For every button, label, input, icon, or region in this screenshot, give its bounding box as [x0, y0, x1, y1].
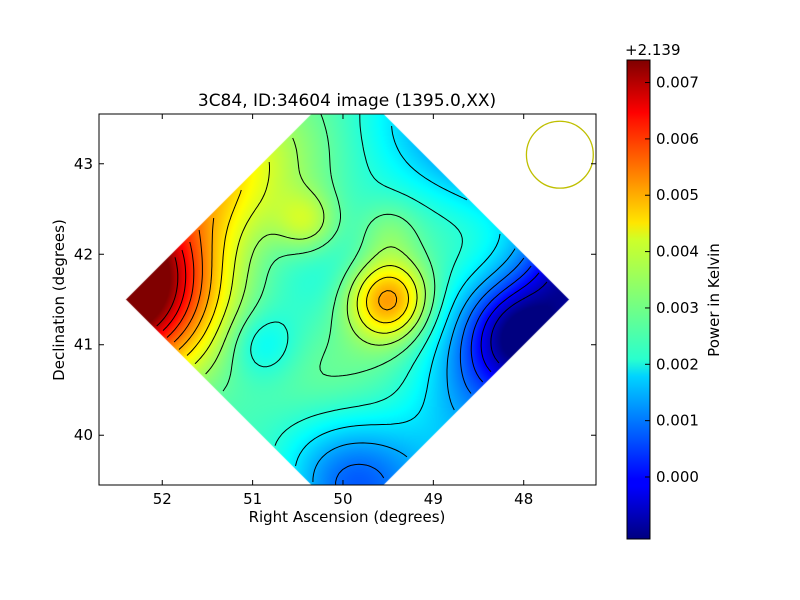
colorbar-tick-label: 0.000 [656, 468, 699, 486]
contour-level-6 [250, 114, 463, 446]
contour-level-14 [162, 249, 187, 331]
colorbar-tick-label: 0.004 [656, 243, 699, 261]
y-axis: 43 42 41 40 [74, 155, 596, 444]
contour-level-9 [194, 161, 418, 365]
contour-level-0 [490, 281, 548, 364]
y-tick-label: 42 [74, 245, 93, 263]
contour-level-15 [156, 257, 179, 327]
x-tick-label: 51 [243, 490, 262, 508]
x-axis: 52 51 50 49 48 [153, 114, 533, 508]
contour-level-12 [173, 229, 203, 343]
contour-level-8 [205, 137, 426, 375]
x-tick-label: 49 [424, 490, 443, 508]
colorbar-gradient [626, 59, 651, 540]
y-tick-label: 40 [74, 426, 93, 444]
colorbar-tick-label: 0.001 [656, 412, 699, 430]
y-axis-label: Declination (degrees) [50, 219, 68, 381]
contour-level-5 [295, 125, 501, 467]
contour-level-11 [178, 217, 398, 350]
chart-title: 3C84, ID:34604 image (1395.0,XX) [198, 91, 496, 111]
contour-lines [156, 114, 548, 485]
contour-level-4 [312, 248, 516, 483]
contour-level-2 [470, 265, 532, 383]
colorbar: 0.007 0.006 0.005 0.004 0.003 0.002 0.001 0.000… [625, 41, 723, 540]
colorbar-label: Power in Kelvin [705, 243, 723, 357]
x-tick-label: 50 [333, 490, 352, 508]
colorbar-tick-label: 0.006 [656, 130, 699, 148]
colorbar-tick-label: 0.005 [656, 186, 699, 204]
colorbar-tick-label: 0.002 [656, 355, 699, 373]
plot-frame [98, 113, 597, 486]
x-axis-label: Right Ascension (degrees) [249, 508, 446, 526]
contour-level-10 [186, 189, 409, 356]
plot-area [99, 114, 596, 485]
contour-level-3 [335, 257, 525, 485]
colorbar-ticks: 0.007 0.006 0.005 0.004 0.003 0.002 0.001 0.000 [645, 74, 699, 486]
y-tick-label: 41 [74, 336, 93, 354]
contour-level-7 [222, 114, 436, 392]
contour-level-13 [166, 241, 195, 338]
x-tick-label: 52 [153, 490, 172, 508]
colorbar-tick-label: 0.007 [656, 74, 699, 92]
x-tick-label: 48 [514, 490, 533, 508]
colorbar-tick-label: 0.003 [656, 299, 699, 317]
y-tick-label: 43 [74, 155, 93, 173]
contour-level-1 [480, 272, 540, 373]
colorbar-offset-label: +2.139 [625, 41, 681, 59]
beam-circle [525, 120, 594, 189]
